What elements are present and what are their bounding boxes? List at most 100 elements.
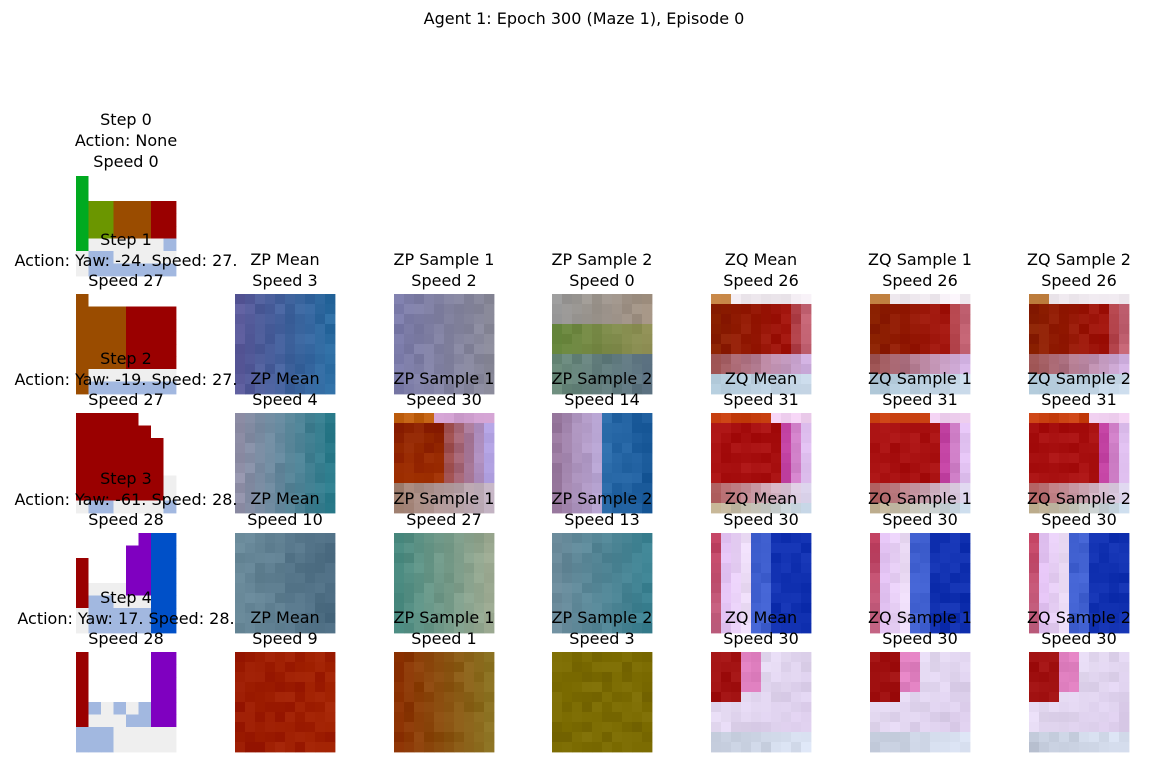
step3-panel-1: [235, 533, 336, 634]
pixel-cell: [245, 553, 256, 564]
pixel-cell: [1049, 732, 1060, 743]
pixel-cell: [582, 722, 593, 733]
pixel-cell: [101, 488, 114, 501]
pixel-cell: [474, 374, 485, 385]
pixel-cell: [890, 443, 901, 454]
pixel-cell: [265, 662, 276, 673]
pixel-cell: [113, 500, 127, 514]
pixel-cell: [138, 488, 152, 501]
pixel-cell: [572, 573, 583, 584]
pixel-cell: [741, 692, 752, 703]
pixel-cell: [562, 324, 573, 335]
pixel-cell: [592, 354, 603, 365]
step-label: Step 1: [100, 230, 152, 249]
pixel-cell: [731, 573, 742, 584]
pixel-cell: [315, 593, 326, 604]
pixel-cell: [711, 314, 722, 325]
pixel-cell: [126, 620, 139, 634]
pixel-cell: [1039, 453, 1050, 464]
pixel-cell: [464, 623, 475, 634]
pixel-cell: [622, 692, 633, 703]
pixel-cell: [235, 742, 246, 753]
pixel-cell: [1099, 652, 1110, 663]
pixel-cell: [88, 727, 102, 740]
pixel-cell: [731, 742, 742, 753]
pixel-cell: [1099, 364, 1110, 375]
pixel-cell: [761, 453, 772, 464]
pixel-cell: [582, 483, 593, 494]
pixel-cell: [721, 483, 732, 494]
pixel-cell: [454, 294, 465, 305]
pixel-cell: [612, 443, 623, 454]
pixel-cell: [552, 433, 563, 444]
pixel-cell: [126, 714, 139, 728]
pixel-cell: [424, 623, 435, 634]
pixel-cell: [1079, 553, 1090, 564]
pixel-cell: [1119, 692, 1130, 703]
pixel-cell: [781, 682, 792, 693]
pixel-cell: [870, 453, 881, 464]
pixel-cell: [612, 692, 623, 703]
pixel-cell: [910, 314, 921, 325]
pixel-cell: [920, 344, 931, 355]
pixel-cell: [890, 623, 901, 634]
pixel-cell: [424, 662, 435, 673]
pixel-cell: [960, 692, 971, 703]
pixel-cell: [444, 692, 455, 703]
pixel-cell: [791, 473, 802, 484]
step4-panel-5: [870, 652, 971, 753]
pixel-cell: [592, 702, 603, 713]
pixel-cell: [622, 364, 633, 375]
pixel-cell: [920, 652, 931, 663]
pixel-cell: [394, 374, 405, 385]
pixel-cell: [325, 603, 336, 614]
pixel-cell: [434, 593, 445, 604]
pixel-cell: [612, 563, 623, 574]
pixel-cell: [454, 652, 465, 663]
pixel-cell: [612, 662, 623, 673]
pixel-cell: [1039, 613, 1050, 624]
pixel-cell: [1089, 354, 1100, 365]
pixel-cell: [444, 722, 455, 733]
pixel-cell: [592, 364, 603, 375]
pixel-cell: [1069, 652, 1080, 663]
step2-panel-3: [552, 413, 653, 514]
pixel-cell: [265, 503, 276, 514]
pixel-cell: [1069, 593, 1080, 604]
pixel-cell: [444, 324, 455, 335]
pixel-cell: [572, 493, 583, 504]
pixel-cell: [910, 613, 921, 624]
pixel-cell: [1099, 603, 1110, 614]
pixel-cell: [1099, 533, 1110, 544]
pixel-cell: [394, 722, 405, 733]
pixel-cell: [602, 453, 613, 464]
pixel-cell: [960, 503, 971, 514]
pixel-cell: [245, 702, 256, 713]
pixel-cell: [414, 364, 425, 375]
pixel-cell: [880, 374, 891, 385]
pixel-cell: [940, 453, 951, 464]
pixel-cell: [414, 384, 425, 395]
pixel-cell: [940, 692, 951, 703]
pixel-cell: [1099, 423, 1110, 434]
pixel-cell: [801, 603, 812, 614]
pixel-cell: [464, 742, 475, 753]
pixel-cell: [781, 473, 792, 484]
pixel-cell: [582, 334, 593, 345]
pixel-cell: [870, 742, 881, 753]
pixel-cell: [900, 354, 911, 365]
pixel-cell: [454, 334, 465, 345]
pixel-cell: [76, 739, 89, 753]
pixel-cell: [76, 595, 89, 609]
pixel-cell: [1089, 672, 1100, 683]
pixel-cell: [88, 488, 102, 501]
pixel-cell: [602, 324, 613, 335]
pixel-cell: [255, 463, 266, 474]
pixel-cell: [1079, 473, 1090, 484]
pixel-cell: [741, 623, 752, 634]
pixel-cell: [113, 369, 127, 382]
pixel-cell: [325, 732, 336, 743]
pixel-cell: [751, 662, 762, 673]
pixel-cell: [781, 304, 792, 315]
pixel-cell: [464, 354, 475, 365]
